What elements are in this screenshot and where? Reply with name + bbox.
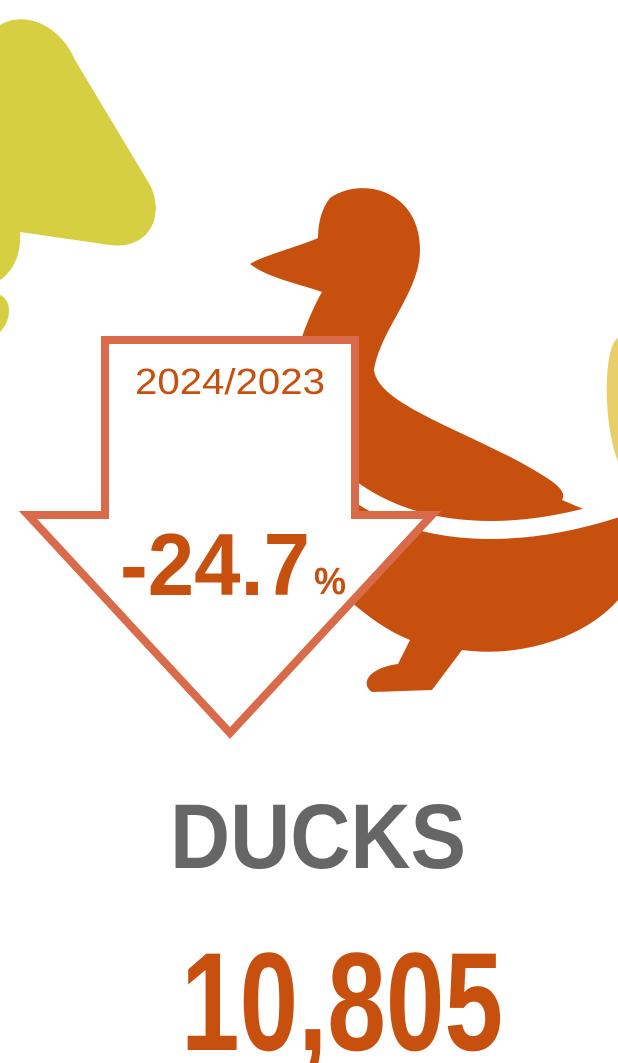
species-title: DUCKS — [170, 786, 466, 888]
duck-stripe — [344, 480, 618, 539]
period-label: 2024/2023 — [135, 361, 325, 402]
count-value: 10,805 — [181, 923, 503, 1063]
yellow-animal-leg — [0, 295, 9, 332]
change-unit: % — [314, 561, 346, 603]
yellow-animal — [0, 19, 156, 281]
down-arrow — [18, 336, 442, 739]
change-value: -24.7 — [120, 515, 310, 614]
right-animal — [606, 338, 618, 462]
